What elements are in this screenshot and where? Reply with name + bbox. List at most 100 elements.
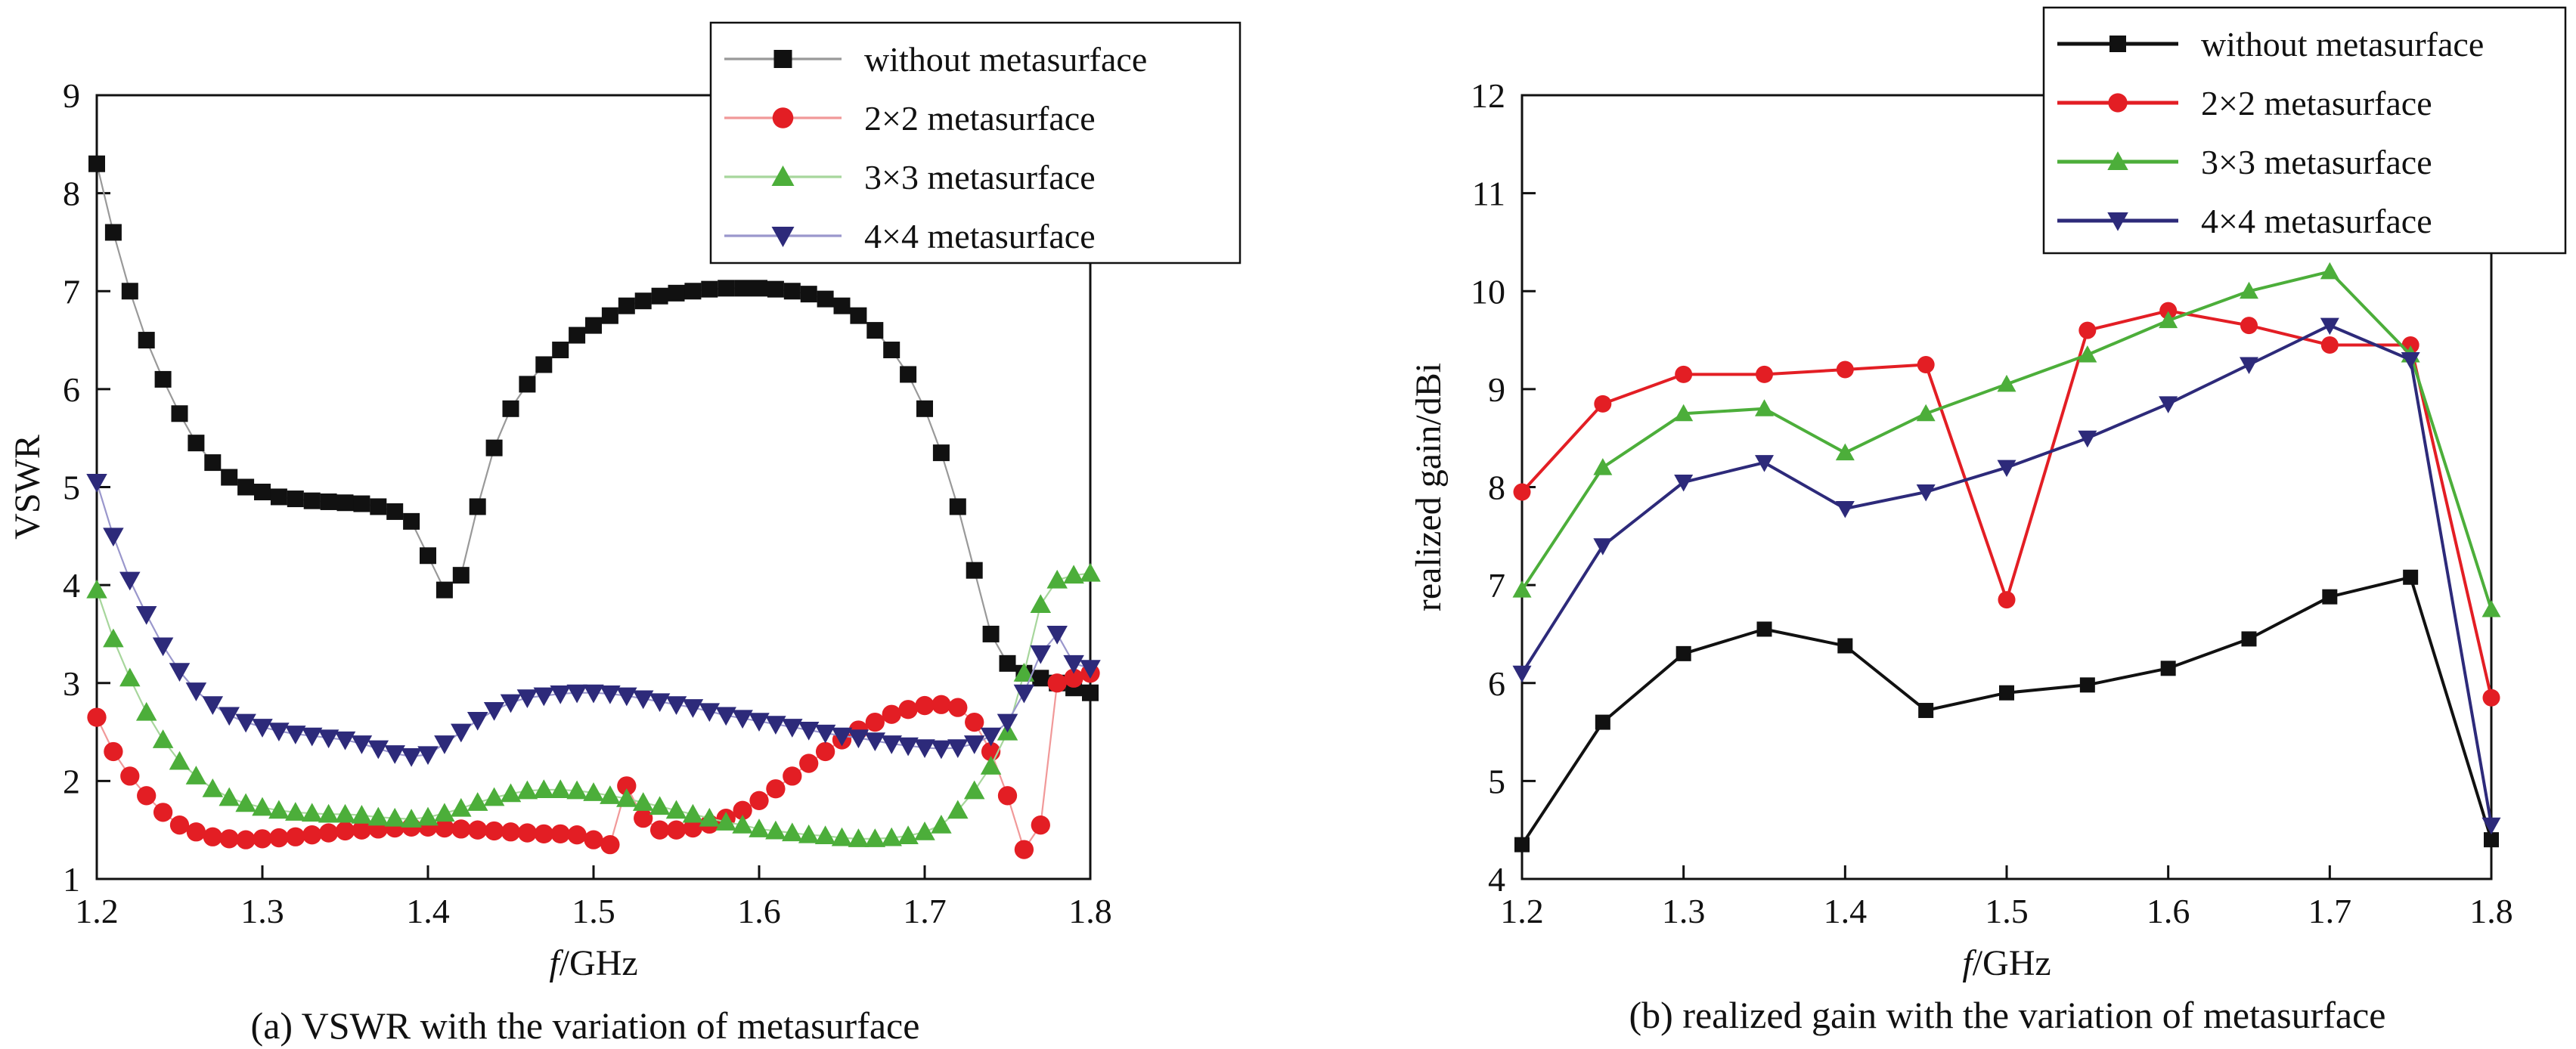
- y-tick-label: 6: [63, 370, 80, 409]
- data-point: [219, 829, 239, 849]
- data-point: [88, 155, 105, 172]
- data-point: [119, 667, 141, 687]
- y-tick-label: 3: [63, 664, 80, 703]
- data-point: [682, 699, 704, 718]
- x-tick-label: 1.4: [1824, 892, 1868, 930]
- data-point: [1675, 365, 1693, 383]
- data-point: [550, 685, 571, 704]
- data-point: [1917, 355, 1935, 373]
- data-point: [468, 820, 488, 840]
- data-point: [401, 747, 422, 767]
- data-point: [701, 280, 718, 298]
- data-point: [467, 792, 488, 811]
- data-point: [467, 712, 488, 731]
- legend-label: 3×3 metasurface: [2201, 143, 2432, 181]
- data-point: [1997, 460, 2016, 478]
- data-point: [632, 792, 654, 811]
- data-point: [1512, 580, 1532, 598]
- data-point: [285, 802, 306, 821]
- data-point: [451, 797, 472, 817]
- data-point: [932, 695, 951, 714]
- data-point: [948, 698, 968, 717]
- y-tick-label: 8: [63, 175, 80, 213]
- data-point: [751, 280, 767, 297]
- legend-label: 4×4 metasurface: [864, 217, 1096, 255]
- data-point: [783, 766, 802, 786]
- data-point: [800, 286, 817, 303]
- data-point: [550, 779, 571, 799]
- data-point: [2403, 569, 2419, 585]
- data-point: [949, 498, 966, 515]
- series-line: [1520, 270, 2493, 611]
- data-point: [1080, 660, 1101, 679]
- y-tick-label: 7: [1488, 566, 1505, 605]
- y-axis-label: realized gain/dBi: [1409, 363, 1449, 611]
- data-point: [501, 822, 521, 842]
- data-point: [682, 803, 704, 823]
- data-point: [318, 803, 339, 823]
- data-point: [616, 687, 637, 707]
- data-point: [2240, 281, 2258, 299]
- data-point: [817, 290, 834, 308]
- data-point: [782, 822, 803, 842]
- data-point: [632, 690, 654, 710]
- data-point: [2159, 396, 2178, 413]
- data-point: [269, 828, 289, 848]
- data-point: [850, 307, 867, 324]
- data-point: [916, 400, 933, 417]
- data-point: [235, 793, 256, 812]
- x-axis-label-unit: /GHz: [1973, 943, 2051, 983]
- data-point: [783, 283, 801, 300]
- data-point: [169, 750, 191, 770]
- y-tick-label: 2: [63, 762, 80, 800]
- data-point: [1675, 645, 1691, 661]
- data-point: [866, 322, 884, 339]
- data-point: [1756, 621, 1772, 637]
- legend-label: 4×4 metasurface: [2201, 202, 2432, 240]
- data-point: [1032, 670, 1049, 687]
- data-point: [236, 830, 256, 849]
- data-point: [2160, 661, 2176, 676]
- data-point: [848, 729, 870, 749]
- legend-marker: [773, 50, 792, 68]
- data-point: [519, 376, 536, 393]
- legend: without metasurface 2×2 metasurface 3×3 me…: [709, 21, 1242, 265]
- data-point: [914, 822, 935, 840]
- legend-item: without metasurface: [2057, 25, 2484, 63]
- data-point: [1513, 483, 1531, 501]
- data-point: [734, 280, 752, 297]
- data-point: [1030, 594, 1052, 614]
- x-tick-label: 1.3: [1662, 892, 1706, 930]
- data-point: [303, 492, 321, 509]
- data-point: [434, 803, 455, 822]
- legend-marker: [2107, 151, 2128, 170]
- data-point: [1916, 484, 1936, 502]
- data-point: [883, 342, 901, 359]
- data-point: [253, 829, 272, 849]
- data-point: [2240, 357, 2258, 374]
- legend-item: 3×3 metasurface: [724, 158, 1096, 196]
- data-point: [203, 827, 222, 846]
- data-point: [188, 435, 205, 452]
- data-point: [154, 370, 172, 388]
- y-tick-label: 9: [1488, 370, 1505, 409]
- data-point: [384, 807, 405, 827]
- data-point: [2482, 689, 2500, 707]
- data-point: [569, 326, 586, 344]
- data-point: [980, 727, 1002, 747]
- legend-label: 3×3 metasurface: [864, 158, 1096, 196]
- data-point: [963, 780, 985, 800]
- data-point: [1080, 562, 1101, 582]
- data-point: [219, 787, 240, 806]
- data-point: [898, 700, 918, 719]
- series-line: [1520, 323, 2493, 826]
- x-tick-label: 1.7: [2308, 892, 2352, 930]
- data-point: [502, 400, 519, 417]
- data-point: [617, 776, 637, 796]
- data-point: [171, 405, 188, 422]
- data-point: [2078, 430, 2097, 448]
- data-point: [749, 713, 770, 732]
- x-tick-label: 1.3: [240, 892, 284, 930]
- data-point: [517, 823, 538, 843]
- data-point: [583, 782, 604, 801]
